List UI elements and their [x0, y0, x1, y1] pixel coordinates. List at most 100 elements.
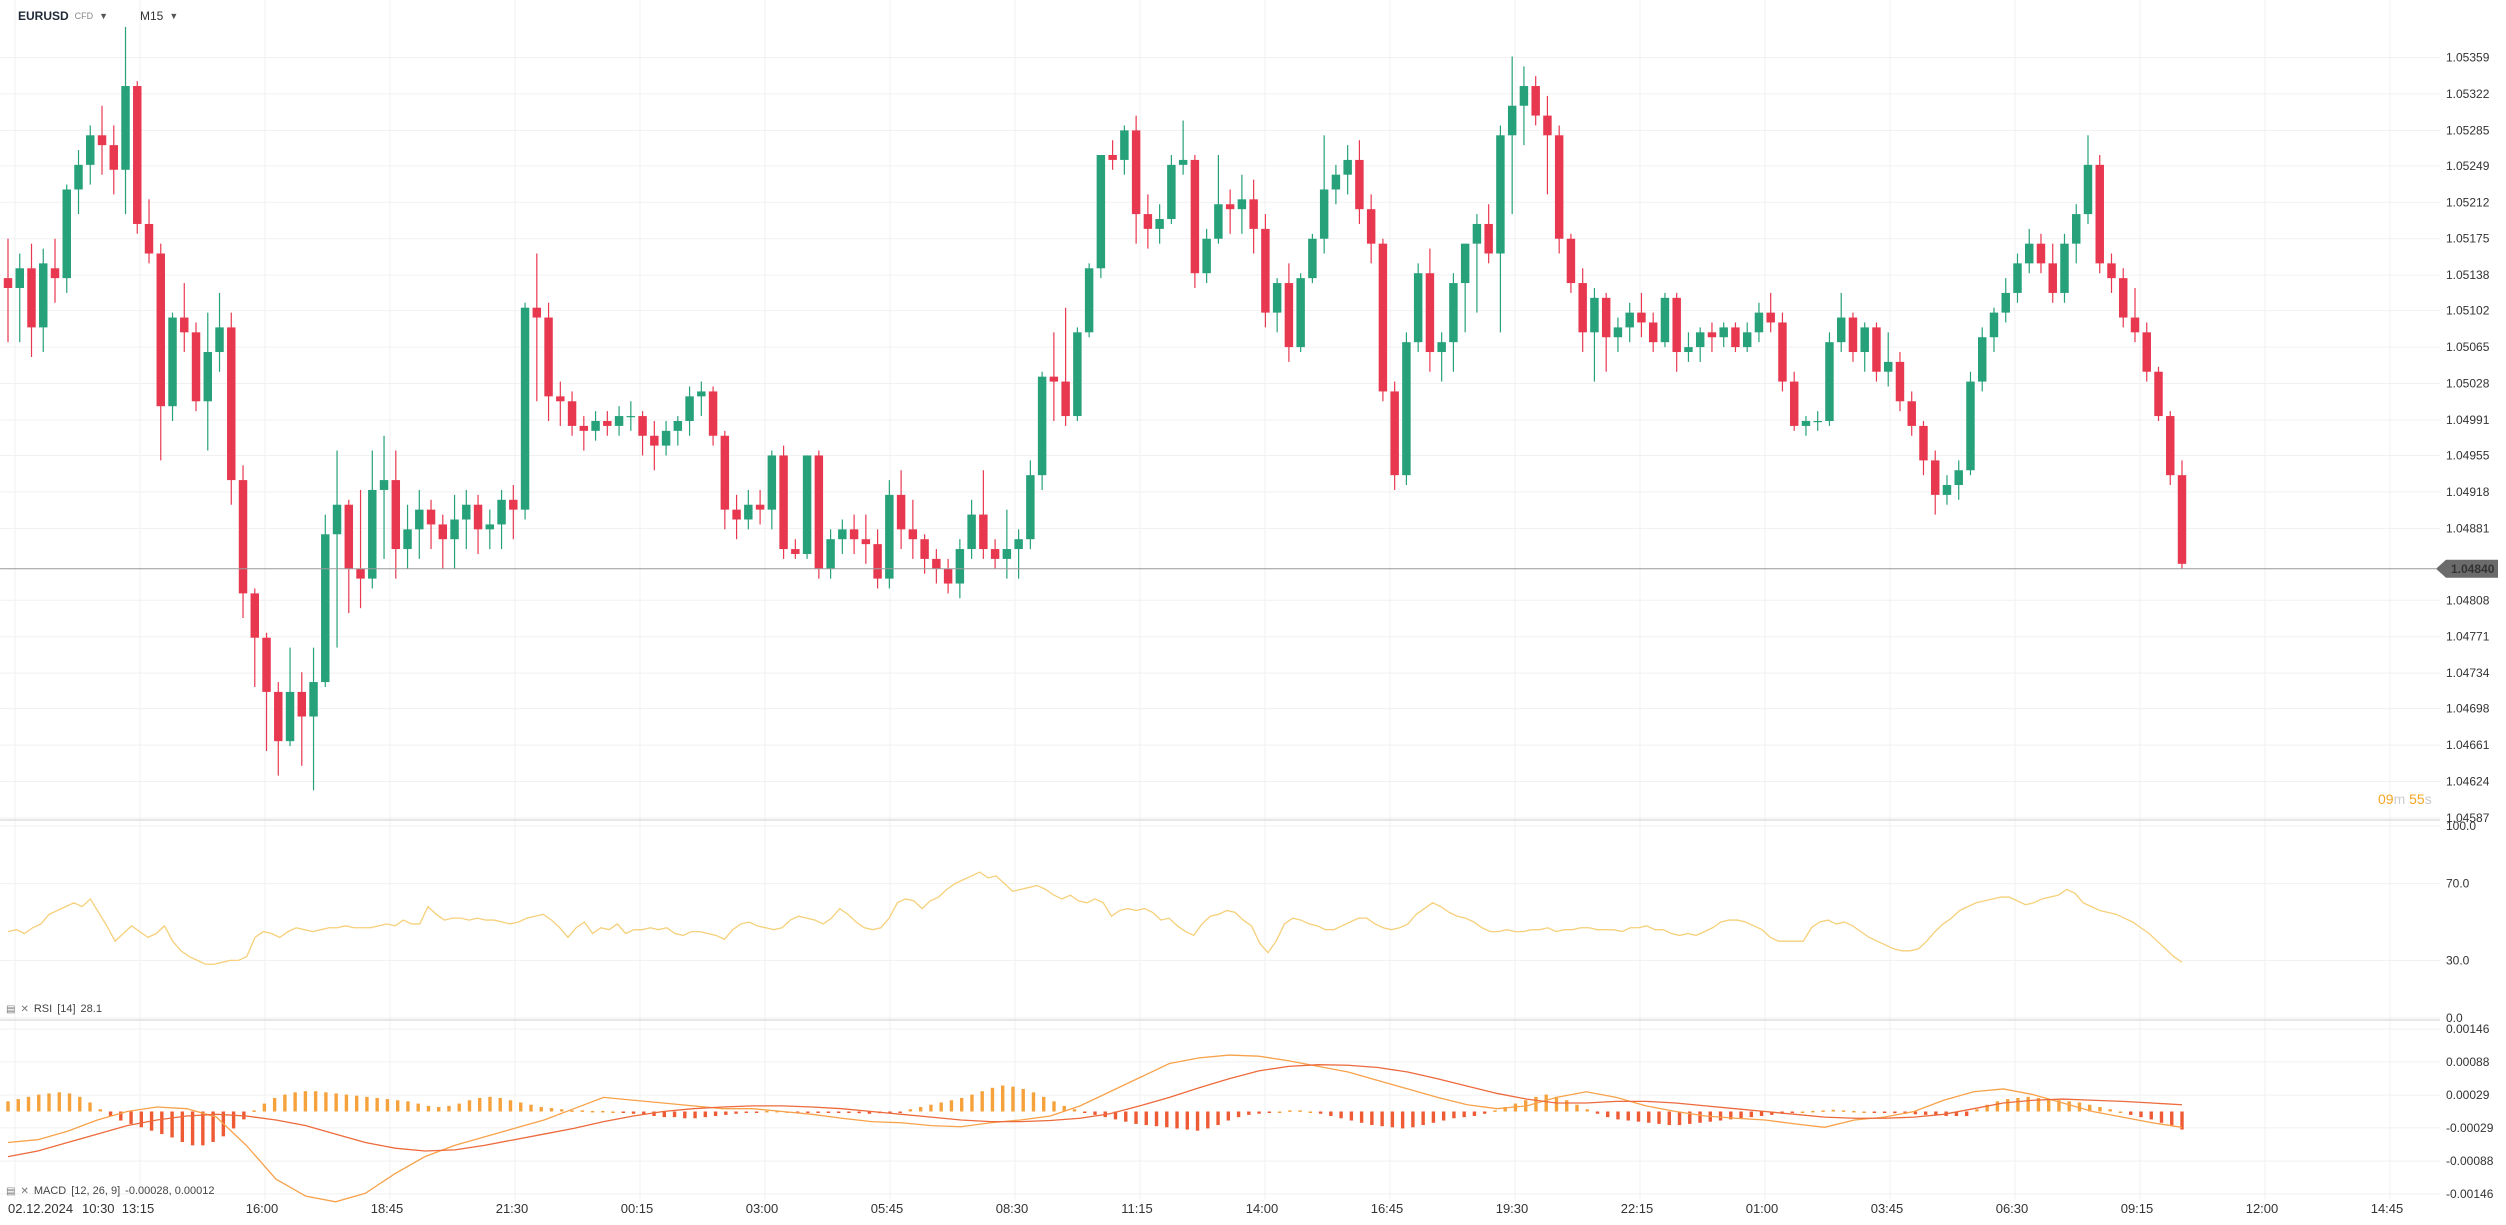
candle-body: [2130, 317, 2140, 333]
candle-body: [2072, 214, 2081, 244]
candle-body: [2060, 243, 2069, 293]
macd-histogram-bar: [26, 1096, 31, 1112]
macd-histogram-bar: [560, 1109, 564, 1112]
chevron-down-icon[interactable]: ▼: [169, 11, 179, 21]
macd-tick-label: 0.00029: [2446, 1088, 2490, 1102]
macd-histogram-bar: [1226, 1111, 1231, 1121]
candle-body: [1355, 159, 1364, 210]
macd-histogram-bar: [1298, 1110, 1302, 1112]
macd-histogram-bar: [1072, 1109, 1077, 1112]
settings-icon[interactable]: ▤: [6, 1185, 16, 1197]
candle-body: [426, 509, 436, 525]
candle-body: [180, 317, 189, 333]
time-tick-label: 09:15: [2121, 1201, 2154, 1216]
symbol-type: CFD: [74, 11, 94, 21]
candle-body: [2154, 371, 2163, 417]
close-icon[interactable]: ✕: [20, 1003, 29, 1015]
price-tick-label: 1.05359: [2446, 50, 2490, 64]
candle-body: [356, 568, 365, 579]
macd-legend: ▤ ✕ MACD [12, 26, 9] -0.00028, 0.00012: [6, 1185, 214, 1197]
candle-body: [849, 529, 859, 540]
time-tick-label: 13:15: [122, 1201, 155, 1216]
rsi-tick-label: 70.0: [2446, 877, 2470, 891]
macd-histogram-bar: [488, 1096, 492, 1112]
macd-histogram-bar: [129, 1111, 133, 1124]
candle-body: [1190, 159, 1200, 274]
macd-histogram-bar: [1872, 1111, 1877, 1113]
macd-histogram-bar: [1441, 1111, 1446, 1121]
candle-body: [1026, 475, 1035, 540]
candle-body: [556, 396, 565, 402]
price-tick-label: 1.05175: [2446, 232, 2490, 246]
price-tick-label: 1.04734: [2446, 666, 2490, 680]
price-tick-label: 1.05102: [2446, 304, 2490, 318]
settings-icon[interactable]: ▤: [6, 1003, 16, 1015]
symbol-selector[interactable]: EURUSD CFD ▼: [18, 9, 108, 23]
current-price-line: 1.04840: [0, 559, 2498, 578]
macd-histogram-bar: [580, 1110, 584, 1112]
chevron-down-icon[interactable]: ▼: [99, 11, 109, 21]
macd-tick-label: -0.00088: [2446, 1154, 2494, 1168]
candle-body: [1449, 283, 1458, 343]
macd-histogram-bar: [231, 1111, 236, 1129]
candle-body: [274, 691, 283, 742]
candle-body: [908, 529, 918, 540]
macd-histogram-bar: [1626, 1111, 1630, 1121]
macd-histogram-bar: [180, 1111, 185, 1142]
macd-histogram-bar: [190, 1111, 195, 1146]
macd-histogram-bar: [293, 1092, 297, 1112]
macd-histogram-bar: [2088, 1104, 2092, 1112]
macd-tick-label: 0.00146: [2446, 1022, 2490, 1036]
macd-histogram-bar: [1236, 1111, 1241, 1118]
macd-histogram-bar: [354, 1095, 359, 1112]
candle-body: [1225, 204, 1235, 210]
candle-body: [685, 396, 694, 421]
macd-histogram-bar: [1400, 1111, 1405, 1129]
candle-body: [1648, 322, 1658, 343]
macd-histogram-bar: [252, 1110, 256, 1112]
candle-body: [1672, 297, 1681, 353]
price-tick-label: 1.04587: [2446, 811, 2490, 825]
macd-histogram-bar: [1257, 1111, 1261, 1114]
candle-body: [1084, 268, 1094, 333]
candle-body: [1895, 361, 1905, 402]
macd-histogram-bar: [170, 1111, 174, 1138]
candle-body: [1108, 154, 1117, 160]
macd-histogram-bar: [1964, 1111, 1969, 1117]
candle-body: [74, 164, 83, 190]
macd-histogram-bar: [1431, 1111, 1436, 1123]
candle-body: [497, 499, 506, 525]
candle-body: [1178, 159, 1188, 165]
macd-histogram-bar: [529, 1104, 533, 1112]
macd-histogram-bar: [590, 1110, 595, 1113]
macd-histogram-bar: [1277, 1111, 1282, 1113]
current-price-tag: [2436, 559, 2498, 578]
macd-histogram-bar: [939, 1102, 943, 1112]
macd-histogram-bar: [211, 1111, 215, 1142]
candle-body: [285, 691, 295, 742]
candle-body: [227, 327, 236, 481]
candle-body: [591, 420, 600, 431]
candle-body: [1261, 228, 1270, 313]
candle-body: [979, 514, 988, 550]
candle-body: [1942, 485, 1952, 495]
candle-body: [262, 637, 271, 692]
signal-line: [7, 1064, 2183, 1158]
countdown-minutes-unit: m: [2393, 791, 2406, 807]
macd-panel: [6, 1054, 2184, 1203]
macd-histogram-bar: [1893, 1111, 1897, 1114]
time-tick-label: 10:30: [82, 1201, 115, 1216]
time-tick-label: 03:45: [1871, 1201, 1904, 1216]
candle-body: [1120, 130, 1129, 160]
macd-name: MACD: [33, 1185, 67, 1197]
candle-body: [1554, 135, 1564, 239]
macd-histogram-bar: [1052, 1101, 1056, 1112]
macd-histogram-bar: [1718, 1111, 1723, 1121]
macd-histogram-bar: [365, 1096, 369, 1112]
close-icon[interactable]: ✕: [20, 1185, 29, 1197]
macd-histogram-bar: [78, 1096, 82, 1112]
timeframe-selector[interactable]: M15 ▼: [140, 9, 178, 23]
candle-body: [1460, 243, 1470, 284]
candle-body: [2048, 263, 2057, 293]
